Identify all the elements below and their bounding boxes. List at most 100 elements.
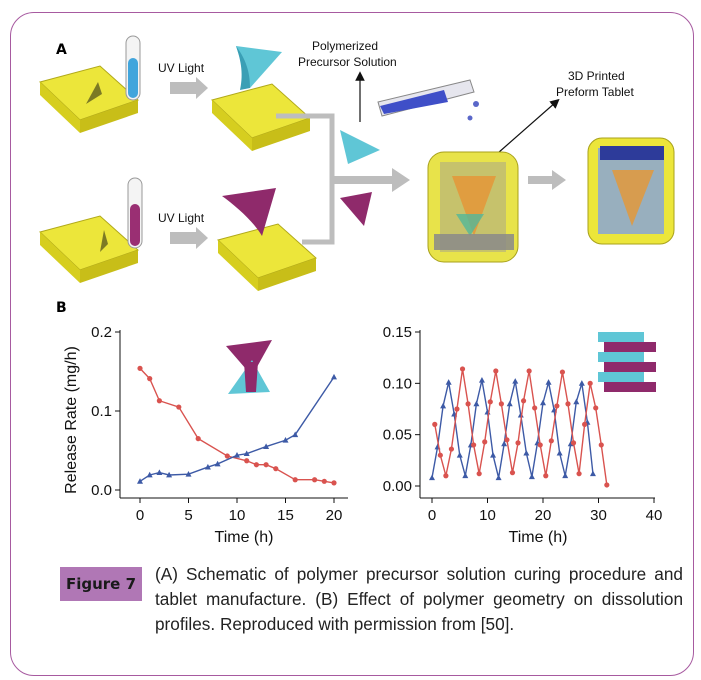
data-point xyxy=(593,405,599,411)
data-point xyxy=(532,405,538,411)
y-tick-label: 0.2 xyxy=(91,324,112,341)
x-tick-label: 5 xyxy=(184,507,192,524)
series-line xyxy=(139,367,335,484)
data-point xyxy=(321,478,327,484)
data-point xyxy=(331,373,337,380)
chart-right: Time (h) 0 10 20 30 40 0.00 0.05 0.10 0.15 xyxy=(383,324,663,546)
data-point xyxy=(459,366,466,372)
data-point xyxy=(331,480,337,486)
data-point xyxy=(440,402,447,409)
data-point xyxy=(185,471,192,477)
x-tick-label: 0 xyxy=(428,507,436,524)
data-point xyxy=(195,436,201,442)
test-tube-purple xyxy=(127,177,143,249)
data-point xyxy=(509,470,516,476)
data-point xyxy=(156,469,163,476)
data-point xyxy=(587,380,593,386)
data-point xyxy=(495,474,502,481)
arrow-to-tablet xyxy=(332,168,410,192)
chart-right-inset xyxy=(598,332,656,392)
panel-b-label: B xyxy=(56,300,67,316)
x-tick-label: 15 xyxy=(277,507,294,524)
data-point xyxy=(224,453,230,459)
data-point xyxy=(523,449,530,456)
data-point xyxy=(445,379,452,385)
data-point xyxy=(476,471,482,477)
figure-frame xyxy=(10,12,694,676)
series-line xyxy=(434,368,608,486)
x-tick-label: 10 xyxy=(229,507,246,524)
data-point xyxy=(465,401,471,407)
series-line xyxy=(431,380,594,478)
data-point xyxy=(493,368,499,374)
data-point xyxy=(520,398,527,404)
data-point xyxy=(565,401,571,407)
data-point xyxy=(537,442,543,448)
x-tick-label: 20 xyxy=(535,507,552,524)
mold-bottom-cured xyxy=(217,188,317,291)
data-point xyxy=(498,401,504,407)
y-tick-label: 0.0 xyxy=(91,482,112,499)
cured-shape-purple xyxy=(340,192,372,226)
data-point xyxy=(562,472,569,479)
chart-right-xlabel: Time (h) xyxy=(509,529,568,546)
data-point xyxy=(504,437,510,443)
x-tick-label: 30 xyxy=(590,507,607,524)
chart-left-xlabel: Time (h) xyxy=(215,529,274,546)
data-point xyxy=(147,376,153,382)
data-point xyxy=(292,431,299,438)
printed-arrow xyxy=(489,98,560,161)
figure-badge: Figure 7 xyxy=(60,567,142,601)
data-point xyxy=(462,472,469,479)
data-point xyxy=(137,365,143,371)
data-point xyxy=(543,473,549,479)
data-point xyxy=(166,471,173,478)
data-point xyxy=(501,440,508,447)
data-point xyxy=(282,437,289,443)
data-point xyxy=(526,368,532,374)
data-point xyxy=(528,473,535,480)
uv-light-top-label: UV Light xyxy=(158,61,205,75)
data-point xyxy=(263,443,270,449)
data-point xyxy=(454,406,460,412)
data-point xyxy=(146,471,153,478)
arrow-uv-top xyxy=(170,77,208,99)
data-point xyxy=(578,380,585,386)
data-point xyxy=(556,449,563,456)
data-point xyxy=(448,446,455,452)
x-tick-label: 20 xyxy=(326,507,343,524)
data-point xyxy=(234,452,240,458)
cured-shape-blue xyxy=(340,130,380,164)
x-tick-label: 10 xyxy=(479,507,496,524)
data-point xyxy=(582,421,588,427)
final-tablet xyxy=(587,137,675,245)
data-point xyxy=(312,477,318,483)
data-point xyxy=(471,442,477,448)
data-point xyxy=(517,411,524,418)
data-point xyxy=(456,452,463,458)
data-point xyxy=(598,442,604,448)
data-point xyxy=(156,398,162,404)
chart-left-ylabel: Release Rate (mg/h) xyxy=(63,346,80,494)
data-point xyxy=(243,450,250,457)
data-point xyxy=(540,399,546,406)
data-point xyxy=(512,378,519,384)
figure-graphic: A UV Light UV Light xyxy=(39,35,675,546)
y-tick-label: 0.05 xyxy=(383,427,412,444)
data-point xyxy=(292,477,298,483)
data-point xyxy=(437,452,443,458)
data-point xyxy=(506,400,513,407)
y-tick-label: 0.10 xyxy=(383,375,412,392)
test-tube-blue xyxy=(125,35,141,101)
data-point xyxy=(273,466,279,472)
x-tick-label: 40 xyxy=(646,507,663,524)
data-point xyxy=(554,403,560,409)
data-point xyxy=(487,399,493,405)
data-point xyxy=(589,470,596,477)
data-point xyxy=(176,404,182,410)
uv-light-bottom-label: UV Light xyxy=(158,211,205,225)
data-point xyxy=(473,400,480,407)
data-point xyxy=(559,369,566,375)
panel-a-label: A xyxy=(56,42,67,58)
mold-bottom-left xyxy=(39,215,139,283)
